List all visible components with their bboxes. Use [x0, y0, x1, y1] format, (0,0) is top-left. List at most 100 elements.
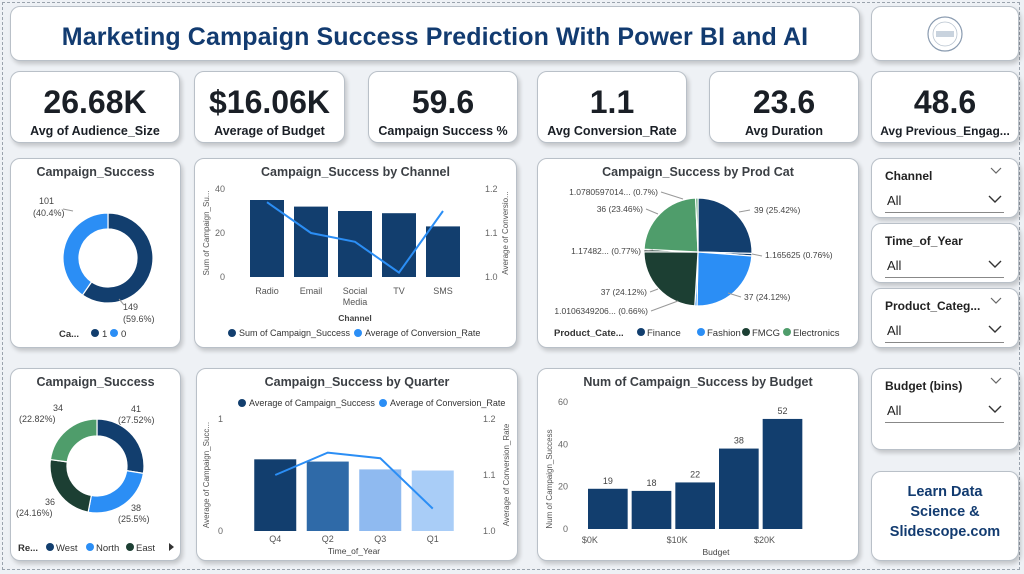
slicer-title: Product_Categ... — [885, 299, 981, 313]
page-title: Marketing Campaign Success Prediction Wi… — [61, 23, 809, 51]
legend-label: Electronics — [793, 328, 840, 339]
data-label: 39 (25.42%) — [754, 205, 800, 215]
x-tick-label: Q1 — [427, 534, 439, 544]
bar — [359, 469, 402, 531]
title-card: Marketing Campaign Success Prediction Wi… — [10, 6, 860, 61]
data-label: 18 — [646, 478, 656, 488]
visual-channel-bar[interactable]: Campaign_Success by Channel 0 20 40 1.0 1.1 1… — [194, 158, 517, 348]
slicer-budget-bins[interactable]: Budget (bins) All — [871, 368, 1019, 450]
slicer-value: All — [887, 193, 902, 208]
slicer-dropdown[interactable]: All — [885, 319, 1004, 343]
bar — [675, 482, 715, 529]
y-tick-label: 60 — [558, 397, 568, 407]
kpi-label: Avg of Audience_Size — [30, 124, 160, 138]
data-label: (40.4%) — [33, 208, 65, 218]
data-label: 22 — [690, 469, 700, 479]
y-axis-label: Num of Campaign_Success — [545, 429, 554, 528]
data-label: 1.0106349206... (0.66%) — [554, 306, 648, 316]
legend-label: 0 — [121, 329, 126, 340]
x-tick-label: $20K — [754, 535, 775, 545]
data-label: 36 (23.46%) — [597, 204, 643, 214]
quarter-combo-chart: 0 1 1.0 1.1 1.2 Q4 Q2 Q3 Q1 Time_of_Year Average o… — [202, 398, 511, 556]
data-label: 149 — [123, 302, 138, 312]
logo-card — [871, 6, 1019, 61]
y-axis-label: Average of Campaign_Succ... — [202, 422, 211, 528]
slicer-dropdown[interactable]: All — [885, 399, 1004, 423]
legend-label: Finance — [647, 328, 681, 339]
legend-label: Average of Campaign_Success — [249, 398, 375, 408]
data-label: 36 — [45, 497, 55, 507]
legend-label: Average of Conversion_Rate — [390, 398, 505, 408]
learn-link-card[interactable]: Learn Data Science & Slidescope.com — [871, 471, 1019, 561]
bar — [306, 461, 349, 531]
slicer-value: All — [887, 323, 902, 338]
y-tick-label: 40 — [558, 439, 568, 449]
pie-slice — [49, 458, 93, 513]
chevron-down-icon[interactable] — [990, 167, 1002, 175]
data-label: 41 — [131, 404, 141, 414]
legend-label: West — [56, 543, 78, 554]
y-tick-label: 0 — [563, 524, 568, 534]
bar — [631, 490, 672, 529]
learn-link[interactable]: Learn Data Science & Slidescope.com — [872, 482, 1018, 542]
y2-tick-label: 1.2 — [483, 414, 496, 424]
kpi-label: Campaign Success % — [378, 124, 508, 138]
x-tick-label: Email — [300, 286, 323, 296]
data-label: (25.5%) — [118, 514, 150, 524]
kpi-card-audience: 26.68K Avg of Audience_Size — [10, 71, 180, 143]
data-label: 37 (24.12%) — [744, 292, 790, 302]
legend-label: FMCG — [752, 328, 780, 339]
data-label: 19 — [603, 476, 613, 486]
region-donut-chart: 41(27.52%) 38(25.5%) 36(24.16%) 34(22.82%) R… — [16, 403, 174, 554]
slicer-time-of-year[interactable]: Time_of_Year All — [871, 223, 1019, 283]
slicer-title: Budget (bins) — [885, 379, 963, 393]
chevron-down-icon — [988, 195, 1002, 203]
kpi-value: 1.1 — [589, 84, 635, 120]
data-label: 38 — [131, 503, 141, 513]
data-label: 52 — [777, 406, 787, 416]
bar — [250, 200, 284, 277]
kpi-label: Avg Duration — [744, 124, 823, 138]
legend-marker — [238, 399, 246, 407]
bar — [294, 206, 328, 277]
kpi-label: Average of Budget — [214, 124, 325, 138]
leader-line — [649, 288, 659, 293]
slicer-dropdown[interactable]: All — [885, 189, 1004, 213]
bar — [588, 488, 628, 529]
visual-success-donut[interactable]: Campaign_Success 149 (59.6%) 101 (40.4%) Ca.… — [10, 158, 181, 348]
leader-line — [660, 191, 684, 200]
legend-marker — [126, 543, 134, 551]
x-tick-label: Q3 — [374, 534, 386, 544]
leader-line — [727, 292, 742, 298]
y-tick-label: 20 — [215, 228, 225, 238]
slicer-value: All — [887, 403, 902, 418]
data-label: (22.82%) — [19, 414, 56, 424]
visual-prodcat-pie[interactable]: Campaign_Success by Prod Cat 39 (25.42%)… — [537, 158, 859, 348]
pie-slice — [697, 197, 753, 255]
line-series — [274, 451, 434, 510]
visual-budget-bar[interactable]: Num of Campaign_Success by Budget 0 20 40 6… — [537, 368, 859, 561]
y2-axis-label: Average of Conversion_Rate — [502, 423, 511, 526]
pie-slice — [643, 197, 699, 253]
chevron-down-icon — [988, 325, 1002, 333]
prodcat-pie-chart: 39 (25.42%) 1.165625 (0.76%) 37 (24.12%) 1.… — [554, 187, 840, 339]
leader-line — [62, 208, 74, 212]
chevron-down-icon[interactable] — [990, 377, 1002, 385]
chevron-down-icon[interactable] — [990, 297, 1002, 305]
kpi-label: Avg Previous_Engag... — [880, 124, 1010, 138]
kpi-card-engagement: 48.6 Avg Previous_Engag... — [871, 71, 1019, 143]
donut-chart: 149 (59.6%) 101 (40.4%) Ca... 1 0 — [33, 196, 155, 340]
visual-region-donut[interactable]: Campaign_Success 41 (27.52%) 38 (25.5%) 36 (2… — [10, 368, 181, 561]
legend-marker — [228, 329, 236, 337]
kpi-card-duration: 23.6 Avg Duration — [709, 71, 859, 143]
kpi-card-budget: $16.06K Average of Budget — [194, 71, 345, 143]
visual-quarter-bar[interactable]: Campaign_Success by Quarter 0 1 1.0 1.1 1.2 Q… — [196, 368, 518, 561]
slicer-product-category[interactable]: Product_Categ... All — [871, 288, 1019, 348]
legend-label: East — [136, 543, 155, 554]
slicer-channel[interactable]: Channel All — [871, 158, 1019, 218]
x-axis-label: Time_of_Year — [328, 546, 380, 556]
slicer-dropdown[interactable]: All — [885, 254, 1004, 278]
pie-slice — [81, 212, 154, 304]
